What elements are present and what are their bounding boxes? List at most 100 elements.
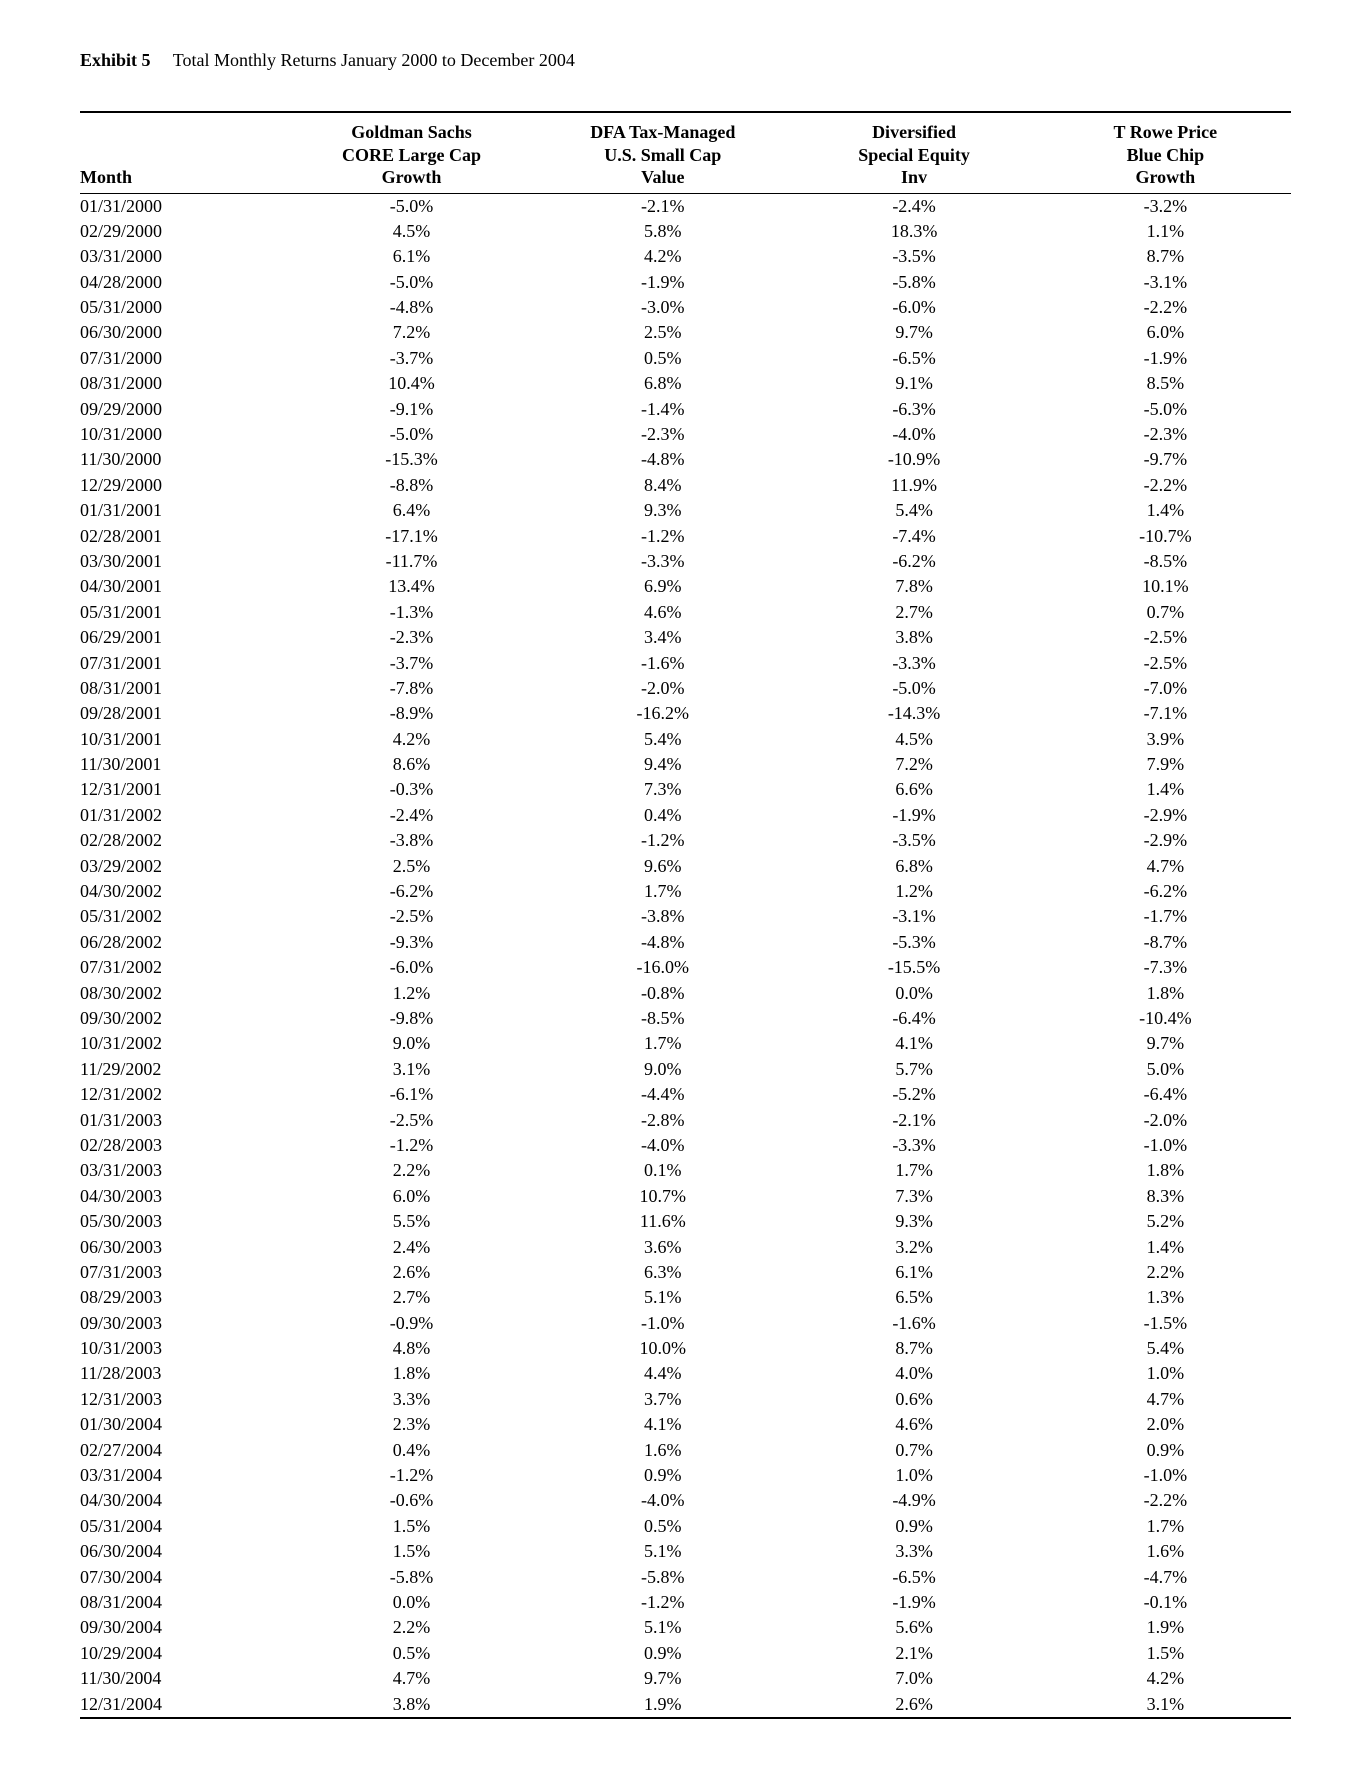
- value-cell: -6.1%: [286, 1082, 537, 1107]
- value-cell: 0.9%: [537, 1463, 788, 1488]
- value-cell: 6.1%: [788, 1260, 1039, 1285]
- value-cell: -9.7%: [1040, 447, 1291, 472]
- value-cell: 18.3%: [788, 219, 1039, 244]
- table-row: 10/31/20034.8%10.0%8.7%5.4%: [80, 1336, 1291, 1361]
- value-cell: -10.9%: [788, 447, 1039, 472]
- value-cell: -4.9%: [788, 1488, 1039, 1513]
- value-cell: -1.2%: [537, 1590, 788, 1615]
- value-cell: 1.3%: [1040, 1285, 1291, 1310]
- value-cell: 7.8%: [788, 574, 1039, 599]
- value-cell: 0.9%: [1040, 1438, 1291, 1463]
- value-cell: 9.7%: [1040, 1031, 1291, 1056]
- table-row: 02/28/2001-17.1%-1.2%-7.4%-10.7%: [80, 524, 1291, 549]
- value-cell: 1.8%: [1040, 981, 1291, 1006]
- value-cell: 11.6%: [537, 1209, 788, 1234]
- month-cell: 05/31/2002: [80, 904, 286, 929]
- table-row: 07/31/2001-3.7%-1.6%-3.3%-2.5%: [80, 651, 1291, 676]
- month-cell: 12/31/2001: [80, 777, 286, 802]
- table-row: 08/31/20040.0%-1.2%-1.9%-0.1%: [80, 1590, 1291, 1615]
- table-row: 11/30/2000-15.3%-4.8%-10.9%-9.7%: [80, 447, 1291, 472]
- value-cell: 13.4%: [286, 574, 537, 599]
- value-cell: -6.2%: [788, 549, 1039, 574]
- table-row: 08/30/20021.2%-0.8%0.0%1.8%: [80, 981, 1291, 1006]
- value-cell: 6.8%: [537, 371, 788, 396]
- value-cell: 3.8%: [286, 1692, 537, 1717]
- value-cell: -1.9%: [788, 1590, 1039, 1615]
- table-row: 01/31/2002-2.4%0.4%-1.9%-2.9%: [80, 803, 1291, 828]
- table-row: 07/30/2004-5.8%-5.8%-6.5%-4.7%: [80, 1565, 1291, 1590]
- value-cell: 1.1%: [1040, 219, 1291, 244]
- value-cell: -2.1%: [788, 1108, 1039, 1133]
- table-row: 03/31/2004-1.2%0.9%1.0%-1.0%: [80, 1463, 1291, 1488]
- month-cell: 10/29/2004: [80, 1641, 286, 1666]
- value-cell: -0.1%: [1040, 1590, 1291, 1615]
- value-cell: -9.1%: [286, 397, 537, 422]
- month-cell: 02/29/2000: [80, 219, 286, 244]
- value-cell: -1.9%: [788, 803, 1039, 828]
- value-cell: -1.2%: [537, 828, 788, 853]
- value-cell: -3.1%: [788, 904, 1039, 929]
- table-row: 02/28/2003-1.2%-4.0%-3.3%-1.0%: [80, 1133, 1291, 1158]
- value-cell: 2.2%: [286, 1158, 537, 1183]
- month-cell: 08/31/2004: [80, 1590, 286, 1615]
- month-cell: 02/27/2004: [80, 1438, 286, 1463]
- value-cell: -2.4%: [286, 803, 537, 828]
- value-cell: 2.6%: [788, 1692, 1039, 1717]
- value-cell: -8.5%: [1040, 549, 1291, 574]
- month-cell: 11/28/2003: [80, 1361, 286, 1386]
- table-header: Month Goldman Sachs CORE Large Cap Growt…: [80, 113, 1291, 193]
- table-row: 01/31/20016.4%9.3%5.4%1.4%: [80, 498, 1291, 523]
- value-cell: 2.0%: [1040, 1412, 1291, 1437]
- value-cell: 0.7%: [1040, 600, 1291, 625]
- value-cell: 4.2%: [286, 727, 537, 752]
- value-cell: 4.2%: [1040, 1666, 1291, 1691]
- month-cell: 02/28/2001: [80, 524, 286, 549]
- value-cell: 8.3%: [1040, 1184, 1291, 1209]
- value-cell: 1.6%: [537, 1438, 788, 1463]
- month-cell: 06/30/2004: [80, 1539, 286, 1564]
- month-cell: 10/31/2003: [80, 1336, 286, 1361]
- value-cell: 3.2%: [788, 1235, 1039, 1260]
- value-cell: 4.5%: [286, 219, 537, 244]
- value-cell: -3.5%: [788, 244, 1039, 269]
- value-cell: 1.5%: [1040, 1641, 1291, 1666]
- value-cell: -2.5%: [286, 904, 537, 929]
- value-cell: -6.2%: [1040, 879, 1291, 904]
- value-cell: 1.5%: [286, 1514, 537, 1539]
- value-cell: -2.2%: [1040, 295, 1291, 320]
- month-cell: 11/30/2004: [80, 1666, 286, 1691]
- month-cell: 10/31/2002: [80, 1031, 286, 1056]
- value-cell: 5.5%: [286, 1209, 537, 1234]
- value-cell: -4.8%: [537, 930, 788, 955]
- value-cell: -2.5%: [1040, 651, 1291, 676]
- value-cell: 2.5%: [537, 320, 788, 345]
- month-cell: 11/29/2002: [80, 1057, 286, 1082]
- table-row: 11/30/20044.7%9.7%7.0%4.2%: [80, 1666, 1291, 1691]
- value-cell: -0.6%: [286, 1488, 537, 1513]
- value-cell: 0.5%: [537, 1514, 788, 1539]
- value-cell: 9.7%: [537, 1666, 788, 1691]
- value-cell: -4.0%: [537, 1133, 788, 1158]
- value-cell: -6.5%: [788, 346, 1039, 371]
- value-cell: -1.6%: [788, 1311, 1039, 1336]
- value-cell: 1.7%: [537, 879, 788, 904]
- month-cell: 11/30/2001: [80, 752, 286, 777]
- value-cell: -7.1%: [1040, 701, 1291, 726]
- value-cell: -4.7%: [1040, 1565, 1291, 1590]
- table-row: 01/31/2003-2.5%-2.8%-2.1%-2.0%: [80, 1108, 1291, 1133]
- table-row: 01/31/2000-5.0%-2.1%-2.4%-3.2%: [80, 193, 1291, 219]
- table-row: 09/30/2002-9.8%-8.5%-6.4%-10.4%: [80, 1006, 1291, 1031]
- value-cell: 4.0%: [788, 1361, 1039, 1386]
- value-cell: 2.2%: [1040, 1260, 1291, 1285]
- value-cell: -5.8%: [286, 1565, 537, 1590]
- value-cell: -7.3%: [1040, 955, 1291, 980]
- table-row: 10/29/20040.5%0.9%2.1%1.5%: [80, 1641, 1291, 1666]
- value-cell: 6.3%: [537, 1260, 788, 1285]
- value-cell: 7.2%: [286, 320, 537, 345]
- table-row: 02/29/20004.5%5.8%18.3%1.1%: [80, 219, 1291, 244]
- value-cell: -3.0%: [537, 295, 788, 320]
- value-cell: -2.1%: [537, 193, 788, 219]
- month-cell: 01/31/2002: [80, 803, 286, 828]
- value-cell: -9.3%: [286, 930, 537, 955]
- value-cell: 8.5%: [1040, 371, 1291, 396]
